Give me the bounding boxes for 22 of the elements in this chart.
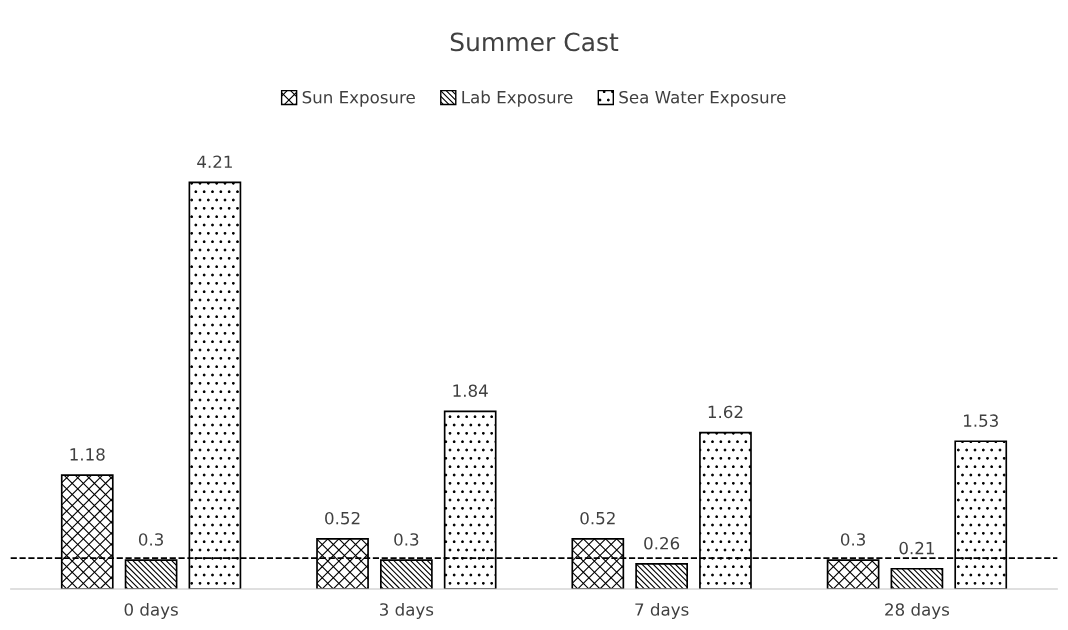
chart-title: Summer Cast [450, 32, 619, 52]
x-tick-label: 3 days [380, 602, 434, 620]
data-label: 1.84 [453, 384, 488, 397]
data-label: 0.3 [840, 533, 866, 546]
data-label: 0.52 [580, 511, 615, 525]
data-label: 1.62 [708, 405, 743, 419]
data-label: 1.18 [70, 448, 105, 461]
data-label: 0.3 [394, 533, 419, 546]
legend-label: Lab Exposure [462, 90, 573, 107]
data-label: 0.3 [138, 533, 163, 546]
data-label: 1.53 [964, 414, 998, 427]
x-tick-label: 7 days [635, 602, 689, 620]
data-label: 0.26 [644, 536, 680, 550]
x-tick-label: 28 days [885, 602, 950, 620]
legend-label: Sun Exposure [302, 90, 415, 107]
data-label: 0.52 [325, 511, 360, 525]
legend-label: Sea Water Exposure [619, 90, 786, 107]
data-label: 4.21 [197, 155, 232, 168]
bar [890, 567, 944, 590]
bar [635, 563, 689, 590]
data-label: 0.21 [899, 541, 934, 555]
x-tick-label: 0 days [124, 602, 178, 620]
